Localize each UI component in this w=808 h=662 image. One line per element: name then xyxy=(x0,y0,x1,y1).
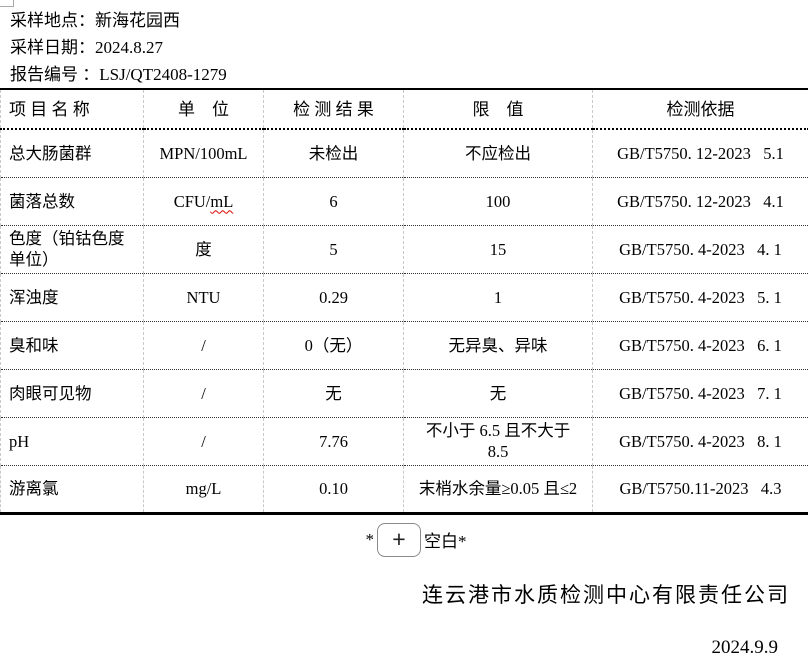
cell-result: 7.76 xyxy=(263,417,404,466)
cell-unit: CFU/mL xyxy=(143,177,264,226)
cell-unit: NTU xyxy=(143,273,264,322)
cell-limit: 末梢水余量≥0.05 且≤2 xyxy=(403,465,593,514)
table-row: 总大肠菌群 MPN/100mL 未检出 不应检出 GB/T5750. 12-2023 5… xyxy=(0,129,808,178)
cell-item-name: pH xyxy=(0,417,144,466)
table-row: 肉眼可见物 / 无无 GB/T5750. 4-2023 7. 1 xyxy=(0,369,808,418)
insert-row-plus-button[interactable]: + xyxy=(377,522,421,557)
cell-result: 0.29 xyxy=(263,273,404,322)
cell-limit: 15 xyxy=(403,225,593,274)
cell-item-name: 游离氯 xyxy=(0,465,144,514)
table-row: 色度（铂钴色度 单位）度 5 15 GB/T5750. 4-2023 4. 1 xyxy=(0,225,808,274)
cell-limit: 不小于 6.5 且不大于 8.5 xyxy=(403,417,593,466)
report-header: 采样地点：新海花园西 采样日期：2024.8.27 报告编号 ：LSJ/QT24… xyxy=(0,0,808,88)
table-row: pH/7.76 不小于 6.5 且不大于 8.5 GB/T5750. 4-2023 … xyxy=(0,417,808,466)
table-row: 浑浊度 NTU 0.29 1 GB/T5750. 4-2023 5. 1 xyxy=(0,273,808,322)
cell-basis: GB/T5750. 4-2023 7. 1 xyxy=(592,369,808,418)
report-date: 2024.9.9 xyxy=(711,636,779,658)
cell-item-name: 臭和味 xyxy=(0,321,144,370)
cell-basis: GB/T5750. 4-2023 8. 1 xyxy=(592,417,808,466)
table-row: 臭和味/0（无） 无异臭、异味 GB/T5750. 4-2023 6. 1 xyxy=(0,321,808,370)
cell-basis: GB/T5750.11-2023 4.3 xyxy=(592,465,808,514)
col-header-basis: 检测依据 xyxy=(592,89,808,130)
cell-unit: / xyxy=(143,321,264,370)
cell-result: 未检出 xyxy=(263,129,404,178)
sampling-location-line: 采样地点：新海花园西 xyxy=(10,11,180,30)
stray-gridline-corner-vertical xyxy=(13,0,14,7)
cell-limit: 无 xyxy=(403,369,593,418)
cell-item-name: 浑浊度 xyxy=(0,273,144,322)
sampling-date-line: 采样日期：2024.8.27 xyxy=(10,38,163,57)
results-table: 项 目 名 称 单 位 检 测 结 果 限 值 检测依据 总大肠菌群 MPN/10… xyxy=(0,88,808,515)
cell-item-name: 菌落总数 xyxy=(0,177,144,226)
cell-item-name: 色度（铂钴色度 单位） xyxy=(0,225,144,274)
cell-limit: 100 xyxy=(403,177,593,226)
unit-text: CFU/ xyxy=(173,191,211,211)
cell-item-name: 肉眼可见物 xyxy=(0,369,144,418)
col-header-item-name: 项 目 名 称 xyxy=(0,89,144,130)
cell-basis: GB/T5750. 12-2023 5.1 xyxy=(592,129,808,178)
cell-result: 6 xyxy=(263,177,404,226)
cell-result: 0.10 xyxy=(263,465,404,514)
table-row: 游离氯 mg/L 0.10 末梢水余量≥0.05 且≤2 GB/T5750.11-202… xyxy=(0,465,808,514)
report-number-line: 报告编号 ：LSJ/QT2408-1279 xyxy=(10,65,227,84)
cell-result: 5 xyxy=(263,225,404,274)
cell-limit: 无异臭、异味 xyxy=(403,321,593,370)
col-header-result: 检 测 结 果 xyxy=(263,89,404,130)
col-header-limit: 限 值 xyxy=(403,89,593,130)
cell-basis: GB/T5750. 12-2023 4.1 xyxy=(592,177,808,226)
stray-gridline-corner-horizontal xyxy=(0,6,13,7)
cell-unit: / xyxy=(143,417,264,466)
end-of-data-marker: * + 空白* xyxy=(12,519,808,561)
blank-marker-suffix: 空白* xyxy=(424,532,467,551)
company-name: 连云港市水质检测中心有限责任公司 xyxy=(422,582,790,607)
cell-item-name: 总大肠菌群 xyxy=(0,129,144,178)
cell-unit: 度 xyxy=(143,225,264,274)
cell-result: 0（无） xyxy=(263,321,404,370)
cell-limit: 1 xyxy=(403,273,593,322)
cell-unit: / xyxy=(143,369,264,418)
cell-unit: MPN/100mL xyxy=(143,129,264,178)
cell-limit: 不应检出 xyxy=(403,129,593,178)
cell-basis: GB/T5750. 4-2023 4. 1 xyxy=(592,225,808,274)
table-body: 总大肠菌群 MPN/100mL 未检出 不应检出 GB/T5750. 12-2023 5… xyxy=(0,129,808,514)
table-header-row: 项 目 名 称 单 位 检 测 结 果 限 值 检测依据 xyxy=(0,89,808,130)
cell-result: 无 xyxy=(263,369,404,418)
blank-marker-prefix: * xyxy=(365,529,375,549)
cell-basis: GB/T5750. 4-2023 5. 1 xyxy=(592,273,808,322)
spellcheck-underlined-text: mL xyxy=(210,191,234,211)
col-header-unit: 单 位 xyxy=(143,89,264,130)
table-row: 菌落总数 CFU/mL 6 100 GB/T5750. 12-2023 4.1 xyxy=(0,177,808,226)
cell-basis: GB/T5750. 4-2023 6. 1 xyxy=(592,321,808,370)
cell-unit: mg/L xyxy=(143,465,264,514)
